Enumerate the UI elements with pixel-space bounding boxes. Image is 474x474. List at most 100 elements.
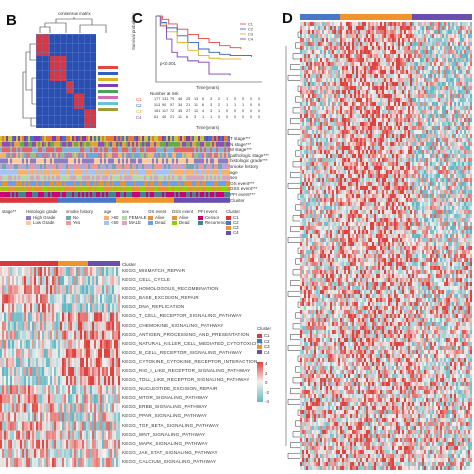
panel-d-heat-cell bbox=[404, 82, 407, 87]
panel-d-heat-cell bbox=[454, 102, 457, 107]
kegg-heat-cell bbox=[4, 357, 6, 367]
clinical-track-cell bbox=[126, 186, 128, 192]
clinical-track-cell bbox=[166, 180, 168, 186]
clinical-track-cell bbox=[88, 141, 90, 147]
panel-d-heat-cell bbox=[390, 46, 393, 51]
panel-d-heat-cell bbox=[328, 94, 331, 99]
clinical-track-cell bbox=[10, 152, 12, 158]
panel-d-heat-cell bbox=[400, 26, 403, 31]
clinical-track-cell bbox=[102, 136, 104, 142]
kegg-heat-cell bbox=[104, 448, 106, 458]
panel-d-heat-cell bbox=[384, 74, 387, 79]
kegg-heat-cell bbox=[88, 312, 90, 322]
legend-label: FEMALE bbox=[129, 215, 147, 220]
panel-d-heat-cell bbox=[428, 50, 431, 55]
clinical-track-cell bbox=[166, 164, 168, 170]
panel-d-heat-cell bbox=[458, 98, 461, 103]
clinical-track-cell bbox=[146, 152, 148, 158]
panel-d-heat-cell bbox=[316, 54, 319, 59]
kegg-heat-cell bbox=[6, 448, 8, 458]
kegg-heat-cell bbox=[88, 376, 90, 386]
panel-d-heat-cell bbox=[346, 102, 349, 107]
panel-d-heat-cell bbox=[392, 62, 395, 67]
panel-d-heat-cell bbox=[442, 30, 445, 35]
clinical-track-cell bbox=[146, 197, 148, 203]
risk-cell: 131 bbox=[162, 97, 169, 101]
risk-cell: 3 bbox=[210, 97, 213, 101]
panel-d-heat-cell bbox=[306, 34, 309, 39]
kegg-heat-cell bbox=[60, 430, 62, 440]
risk-cell: 117 bbox=[162, 109, 169, 113]
panel-d-heat-cell bbox=[336, 30, 339, 35]
kegg-heat-cell bbox=[2, 339, 4, 349]
clinical-track-cell bbox=[82, 180, 84, 186]
clinical-track-cell bbox=[68, 141, 70, 147]
kegg-heat-cell bbox=[94, 394, 96, 404]
clinical-track-cell bbox=[166, 169, 168, 175]
clinical-track-cell bbox=[44, 192, 46, 198]
kegg-heat-cell bbox=[64, 339, 66, 349]
panel-d-heat-cell bbox=[348, 26, 351, 31]
clinical-track-cell bbox=[202, 158, 204, 164]
kegg-heat-cell bbox=[34, 457, 36, 467]
panel-d-heat-cell bbox=[448, 98, 451, 103]
kegg-heat-cell bbox=[74, 267, 76, 277]
panel-d-heat-cell bbox=[360, 82, 363, 87]
clinical-track-cell bbox=[78, 152, 80, 158]
clinical-track-cell bbox=[38, 169, 40, 175]
kegg-heat-cell bbox=[64, 403, 66, 413]
panel-d-heat-cell bbox=[386, 106, 389, 111]
clinical-track-cell bbox=[72, 136, 74, 142]
kegg-heat-cell bbox=[72, 430, 74, 440]
clinical-track-cell bbox=[184, 169, 186, 175]
kegg-heat-cell bbox=[96, 385, 98, 395]
panel-d-heat-cell bbox=[380, 74, 383, 79]
panel-d-heat-cell bbox=[310, 82, 313, 87]
panel-d-heat-cell bbox=[388, 66, 391, 71]
kegg-heat-cell bbox=[72, 339, 74, 349]
risk-cell: 3 bbox=[210, 109, 213, 113]
kegg-heat-cell bbox=[26, 321, 28, 331]
panel-d-heat-cell bbox=[308, 86, 311, 91]
clinical-track-cell bbox=[120, 164, 122, 170]
clinical-track-cell bbox=[180, 152, 182, 158]
kegg-heat-cell bbox=[44, 367, 46, 377]
panel-d-heat-cell bbox=[342, 94, 345, 99]
clinical-track-cell bbox=[28, 169, 30, 175]
kegg-heat-cell bbox=[4, 294, 6, 304]
kegg-heat-cell bbox=[36, 367, 38, 377]
panel-d-heat-cell bbox=[374, 38, 377, 43]
kegg-heat-cell bbox=[72, 330, 74, 340]
clinical-track-cell bbox=[88, 175, 90, 181]
panel-d-heat-cell bbox=[322, 82, 325, 87]
panel-d-heat-cell bbox=[414, 82, 417, 87]
kegg-heat-cell bbox=[114, 348, 116, 358]
clinical-track-cell bbox=[136, 158, 138, 164]
panel-d-heat-cell bbox=[468, 30, 471, 35]
panel-d-heat-cell bbox=[412, 50, 415, 55]
panel-d-heat-cell bbox=[382, 26, 385, 31]
panel-d-heat-cell bbox=[406, 22, 409, 27]
kegg-heat-cell bbox=[24, 303, 26, 313]
clinical-track-cell bbox=[16, 192, 18, 198]
kegg-heat-cell bbox=[110, 330, 112, 340]
panel-d-heat-cell bbox=[332, 106, 335, 111]
kegg-heat-cell bbox=[72, 457, 74, 467]
panel-d-heat-cell bbox=[350, 82, 353, 87]
clinical-track-cell bbox=[184, 197, 186, 203]
kegg-heat-cell bbox=[70, 385, 72, 395]
kegg-heat-cell bbox=[34, 394, 36, 404]
kegg-heat-cell bbox=[26, 421, 28, 431]
clinical-track-cell bbox=[96, 175, 98, 181]
panel-d-heat-cell bbox=[330, 50, 333, 55]
clinical-track-cell bbox=[116, 197, 118, 203]
panel-d-heat-cell bbox=[330, 34, 333, 39]
panel-d-heat-cell bbox=[376, 106, 379, 111]
panel-d-heat-cell bbox=[340, 50, 343, 55]
clinical-track-cell bbox=[194, 141, 196, 147]
kegg-heat-cell bbox=[32, 348, 34, 358]
panel-d-heat-cell bbox=[332, 74, 335, 79]
kegg-heat-cell bbox=[44, 385, 46, 395]
clinical-track-cell bbox=[8, 164, 10, 170]
panel-d-heat-cell bbox=[460, 54, 463, 59]
